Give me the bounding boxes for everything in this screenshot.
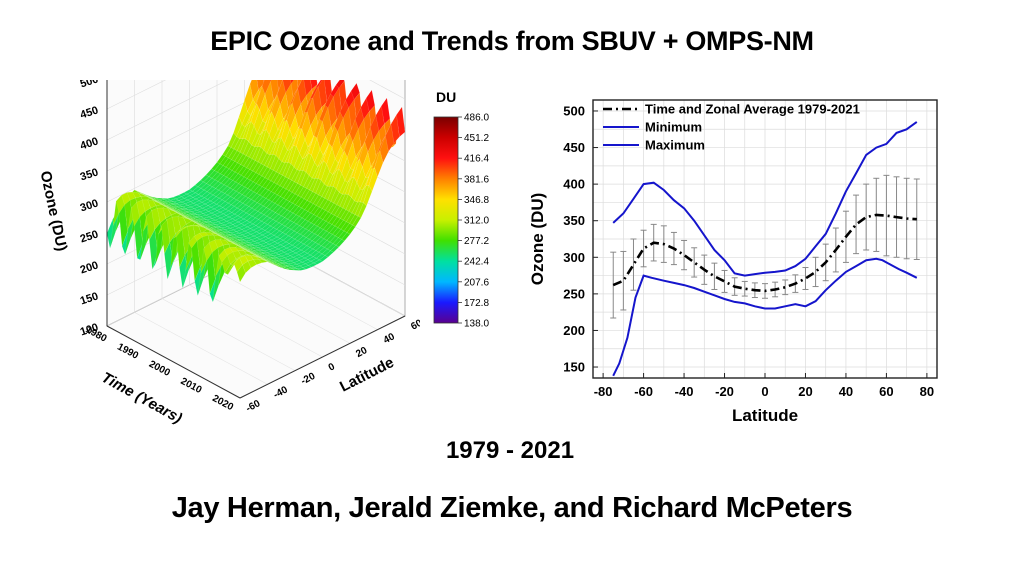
colorbar-tick-label: 346.8	[464, 195, 489, 206]
latitude-axis-label: Latitude	[337, 354, 397, 396]
latitude-tick-label: -40	[272, 384, 290, 401]
floor-gridline	[244, 257, 378, 330]
error-bar	[681, 239, 688, 271]
x-tick-label: 20	[798, 384, 812, 399]
time-tick-label: 1990	[115, 342, 140, 362]
z-tick-label: 350	[79, 166, 100, 183]
surface-facet	[396, 106, 406, 137]
time-axis-line	[106, 325, 241, 399]
latitude-tick-label: 60	[409, 318, 420, 333]
time-tick-label: 2000	[147, 359, 172, 379]
legend-label: Minimum	[645, 120, 702, 135]
floor-gridline	[161, 298, 296, 371]
surface-facet	[315, 80, 323, 89]
colorbar-tick-label: 416.4	[464, 154, 489, 165]
error-bar	[883, 174, 890, 257]
colorbar-tick-label: 312.0	[464, 216, 489, 227]
line-chart: -80 -60 -40 -20 0 20 40 60 80 150 200 250 300 350 400 4…	[528, 99, 938, 425]
y-tick-label: 500	[563, 103, 585, 118]
error-bar	[640, 229, 647, 268]
y-tick-label: 250	[563, 286, 585, 301]
error-bar	[782, 279, 789, 296]
y-tick-label: 350	[563, 213, 585, 228]
x-axis-label: Latitude	[732, 406, 798, 425]
floor-gridline	[216, 271, 351, 344]
surface-facet	[294, 80, 302, 94]
z-tick-label: 150	[79, 290, 100, 307]
colorbar-title: DU	[436, 89, 456, 105]
slide-title: EPIC Ozone and Trends from SBUV + OMPS-N…	[210, 26, 814, 56]
time-tick-label: 1980	[84, 324, 109, 344]
x-tick-label: 60	[879, 384, 893, 399]
colorbar-gradient	[433, 116, 459, 324]
legend-entry: Time and Zonal Average 1979-2021	[603, 102, 860, 117]
colorbar-tick-label: 207.6	[464, 277, 489, 288]
legend-label: Time and Zonal Average 1979-2021	[645, 102, 860, 117]
colorbar-tick-label: 486.0	[464, 113, 489, 124]
x-tick-label: 80	[920, 384, 934, 399]
error-bar	[620, 250, 627, 311]
authors-line: Jay Herman, Jerald Ziemke, and Richard M…	[171, 492, 853, 524]
x-tick-label: -20	[715, 384, 734, 399]
z-tick-label: 200	[79, 259, 100, 276]
z-tick-label: 300	[79, 197, 100, 214]
colorbar-tick-label: 242.4	[464, 257, 489, 268]
y-tick-label: 450	[563, 140, 585, 155]
error-bar	[721, 269, 728, 293]
x-tick-label: -40	[675, 384, 694, 399]
latitude-tick-label: 40	[382, 331, 397, 346]
x-tick-label: 0	[761, 384, 768, 399]
colorbar-tick-label: 172.8	[464, 298, 489, 309]
latitude-tick-label: 0	[327, 361, 337, 374]
error-bar	[711, 262, 718, 290]
surface-facet	[274, 80, 283, 101]
y-axis-label: Ozone (DU)	[528, 193, 547, 286]
legend-entry: Minimum	[603, 120, 702, 135]
error-bar	[630, 238, 637, 291]
surface-facet	[269, 80, 272, 82]
colorbar-tick-label: 381.6	[464, 174, 489, 185]
time-axis-label: Time (Years)	[99, 369, 185, 427]
time-tick-label: 2020	[210, 393, 235, 413]
error-bar	[812, 256, 819, 288]
z-axis-label: Ozone (DU)	[37, 169, 71, 252]
minimum-line	[612, 257, 918, 377]
year-range-label: 1979 - 2021	[445, 437, 575, 464]
z-tick-label: 450	[79, 104, 100, 121]
time-tick-label: 2010	[179, 376, 204, 396]
average-line	[612, 213, 917, 293]
latitude-axis-line	[239, 315, 406, 399]
floor-gridline	[134, 312, 268, 385]
error-bar	[863, 183, 870, 251]
z-tick-label: 400	[79, 135, 100, 152]
y-tick-label: 400	[563, 177, 585, 192]
y-tick-label: 300	[563, 250, 585, 265]
latitude-tick-label: 20	[354, 345, 369, 360]
error-bar	[741, 280, 748, 297]
x-tick-label: -80	[594, 384, 613, 399]
colorbar-tick-label: 138.0	[464, 319, 489, 330]
latitude-tick-label: -60	[244, 398, 262, 415]
surface-facet	[290, 80, 295, 84]
error-bar	[691, 247, 698, 278]
error-bar	[853, 194, 860, 255]
legend-label: Maximum	[645, 138, 705, 153]
x-tick-label: -60	[634, 384, 653, 399]
colorbar-tick-label: 451.2	[464, 133, 489, 144]
latitude-tick-label: -20	[299, 371, 317, 388]
y-tick-label: 200	[563, 323, 585, 338]
y-tick-label: 150	[563, 360, 585, 375]
z-tick-label: 500	[79, 80, 100, 91]
x-tick-label: 40	[839, 384, 853, 399]
colorbar: DU 486.0 451.2 416.4 381.6 346.8 312.0 277.2 242…	[433, 89, 489, 330]
error-bar	[802, 267, 809, 290]
colorbar-tick-label: 277.2	[464, 236, 489, 247]
legend-entry: Maximum	[603, 138, 705, 153]
maximum-line	[612, 121, 918, 277]
z-tick-label: 250	[79, 228, 100, 245]
z-tick-label: 100	[79, 321, 100, 338]
